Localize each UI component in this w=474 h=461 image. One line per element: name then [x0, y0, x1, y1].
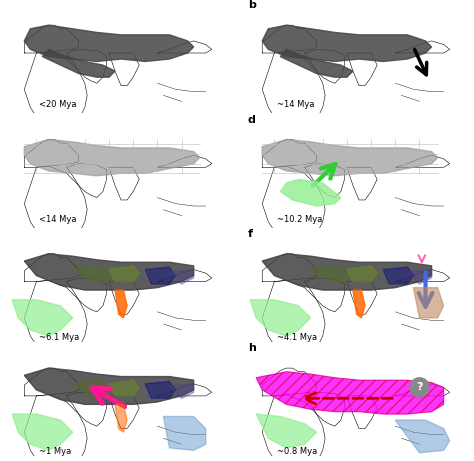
Polygon shape	[262, 140, 438, 176]
Polygon shape	[12, 414, 73, 450]
Polygon shape	[353, 290, 365, 318]
Polygon shape	[24, 368, 194, 404]
Text: <14 Mya: <14 Mya	[39, 215, 76, 224]
Text: ~4.1 Mya: ~4.1 Mya	[277, 333, 317, 342]
Polygon shape	[145, 267, 175, 284]
Text: <20 Mya: <20 Mya	[39, 100, 76, 109]
Polygon shape	[73, 266, 115, 282]
Polygon shape	[250, 300, 310, 336]
Polygon shape	[24, 140, 200, 176]
Polygon shape	[395, 420, 450, 453]
Polygon shape	[262, 25, 431, 61]
Polygon shape	[262, 254, 431, 290]
Polygon shape	[109, 380, 139, 396]
Polygon shape	[169, 384, 194, 398]
Polygon shape	[109, 266, 139, 282]
Text: ?: ?	[416, 383, 423, 392]
Polygon shape	[12, 300, 73, 336]
Polygon shape	[24, 254, 194, 290]
Polygon shape	[280, 49, 353, 77]
Circle shape	[410, 378, 429, 397]
Polygon shape	[310, 266, 353, 282]
Text: ~0.8 Mya: ~0.8 Mya	[277, 447, 317, 456]
Polygon shape	[347, 266, 377, 282]
Text: ~14 Mya: ~14 Mya	[277, 100, 314, 109]
Polygon shape	[256, 414, 317, 448]
Polygon shape	[164, 416, 206, 450]
Polygon shape	[280, 179, 341, 206]
Polygon shape	[256, 372, 444, 414]
Polygon shape	[145, 381, 175, 398]
Text: d: d	[248, 114, 255, 124]
Polygon shape	[407, 270, 431, 284]
Polygon shape	[169, 270, 194, 284]
Polygon shape	[115, 404, 127, 432]
Polygon shape	[413, 288, 444, 318]
Text: h: h	[248, 343, 255, 353]
Text: ~1 Mya: ~1 Mya	[39, 447, 71, 456]
Polygon shape	[43, 49, 115, 77]
Text: b: b	[248, 0, 255, 10]
Polygon shape	[256, 372, 444, 414]
Text: ~6.1 Mya: ~6.1 Mya	[39, 333, 79, 342]
Polygon shape	[24, 25, 194, 61]
Polygon shape	[115, 290, 127, 318]
Polygon shape	[383, 267, 413, 284]
Text: ~10.2 Mya: ~10.2 Mya	[277, 215, 322, 224]
Text: f: f	[248, 229, 253, 239]
Polygon shape	[73, 380, 115, 396]
